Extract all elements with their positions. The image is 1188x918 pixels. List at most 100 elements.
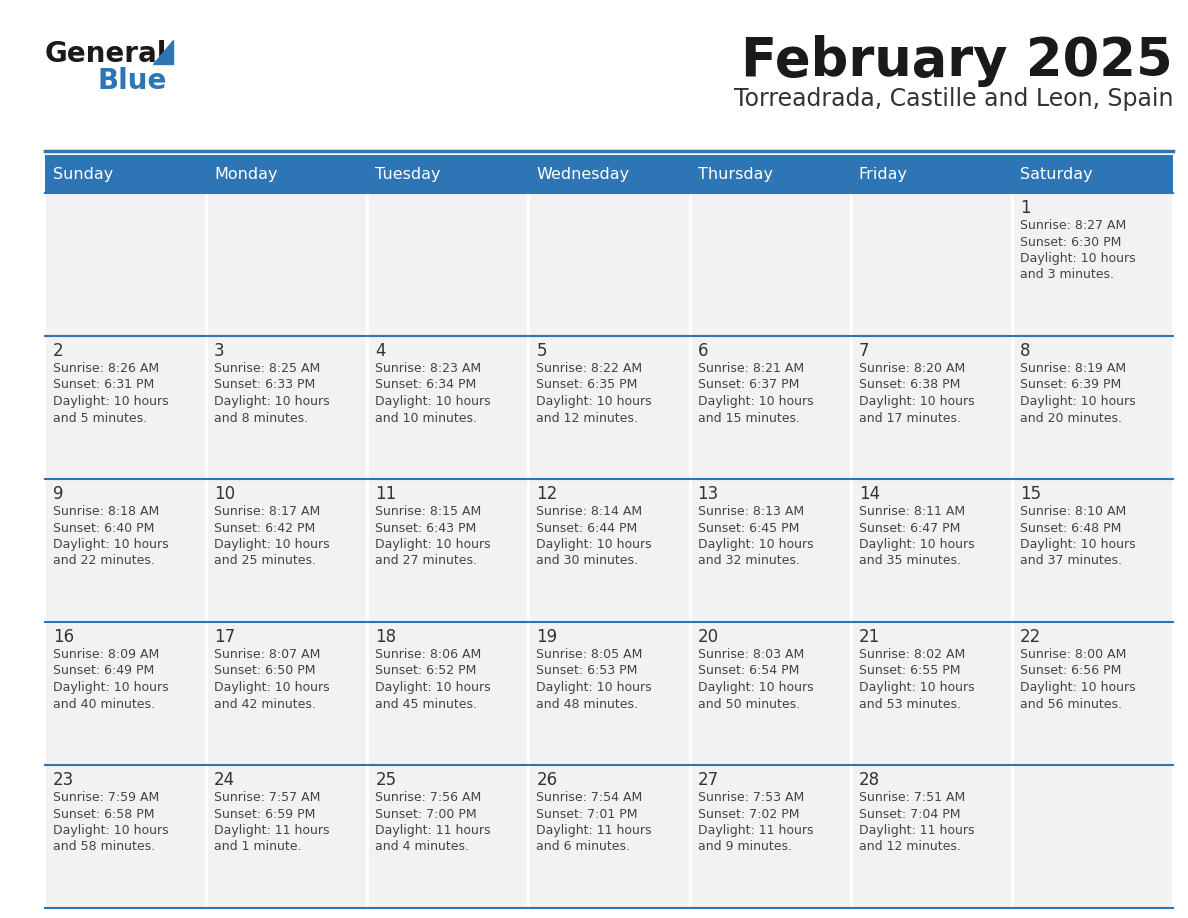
- Text: Sunset: 6:55 PM: Sunset: 6:55 PM: [859, 665, 960, 677]
- Text: and 12 minutes.: and 12 minutes.: [859, 841, 961, 854]
- Text: 12: 12: [537, 485, 557, 503]
- Text: Sunrise: 8:17 AM: Sunrise: 8:17 AM: [214, 505, 321, 518]
- Text: Sunset: 6:43 PM: Sunset: 6:43 PM: [375, 521, 476, 534]
- Text: Sunset: 6:45 PM: Sunset: 6:45 PM: [697, 521, 800, 534]
- Text: Daylight: 10 hours: Daylight: 10 hours: [1019, 681, 1136, 694]
- Bar: [690, 194, 849, 335]
- Text: 27: 27: [697, 771, 719, 789]
- Text: Sunrise: 7:54 AM: Sunrise: 7:54 AM: [537, 791, 643, 804]
- Text: and 42 minutes.: and 42 minutes.: [214, 698, 316, 711]
- Text: Daylight: 11 hours: Daylight: 11 hours: [537, 824, 652, 837]
- Text: Sunset: 7:04 PM: Sunset: 7:04 PM: [859, 808, 960, 821]
- Text: Sunset: 6:30 PM: Sunset: 6:30 PM: [1019, 236, 1121, 249]
- Text: Sunrise: 8:25 AM: Sunrise: 8:25 AM: [214, 362, 321, 375]
- Text: 2: 2: [53, 342, 64, 360]
- Text: 16: 16: [53, 628, 74, 646]
- Text: Sunrise: 8:19 AM: Sunrise: 8:19 AM: [1019, 362, 1126, 375]
- Bar: [368, 480, 527, 621]
- Text: 24: 24: [214, 771, 235, 789]
- Text: 9: 9: [53, 485, 63, 503]
- Bar: [368, 337, 527, 478]
- Text: Sunset: 6:31 PM: Sunset: 6:31 PM: [53, 378, 154, 391]
- Text: Sunrise: 7:57 AM: Sunrise: 7:57 AM: [214, 791, 321, 804]
- Text: Sunset: 6:53 PM: Sunset: 6:53 PM: [537, 665, 638, 677]
- Bar: [690, 337, 849, 478]
- Text: Friday: Friday: [859, 166, 908, 182]
- Text: Sunset: 6:59 PM: Sunset: 6:59 PM: [214, 808, 316, 821]
- Text: Sunday: Sunday: [53, 166, 113, 182]
- Text: Daylight: 10 hours: Daylight: 10 hours: [53, 681, 169, 694]
- Text: Daylight: 10 hours: Daylight: 10 hours: [537, 681, 652, 694]
- Text: Daylight: 10 hours: Daylight: 10 hours: [214, 395, 330, 408]
- Text: and 50 minutes.: and 50 minutes.: [697, 698, 800, 711]
- Text: 15: 15: [1019, 485, 1041, 503]
- Bar: [851, 155, 1012, 193]
- Text: Sunrise: 8:14 AM: Sunrise: 8:14 AM: [537, 505, 643, 518]
- Text: Sunrise: 8:02 AM: Sunrise: 8:02 AM: [859, 648, 965, 661]
- Bar: [530, 623, 689, 764]
- Text: 21: 21: [859, 628, 880, 646]
- Text: Sunset: 6:44 PM: Sunset: 6:44 PM: [537, 521, 638, 534]
- Bar: [207, 194, 366, 335]
- Text: Daylight: 10 hours: Daylight: 10 hours: [53, 538, 169, 551]
- Text: Sunset: 6:42 PM: Sunset: 6:42 PM: [214, 521, 315, 534]
- Text: Sunset: 6:54 PM: Sunset: 6:54 PM: [697, 665, 800, 677]
- Bar: [530, 194, 689, 335]
- Text: 13: 13: [697, 485, 719, 503]
- Text: 1: 1: [1019, 199, 1030, 217]
- Text: and 20 minutes.: and 20 minutes.: [1019, 411, 1121, 424]
- Text: Daylight: 10 hours: Daylight: 10 hours: [1019, 252, 1136, 265]
- Text: 4: 4: [375, 342, 386, 360]
- Bar: [690, 623, 849, 764]
- Text: and 48 minutes.: and 48 minutes.: [537, 698, 638, 711]
- Text: 20: 20: [697, 628, 719, 646]
- Text: 11: 11: [375, 485, 397, 503]
- Text: and 4 minutes.: and 4 minutes.: [375, 841, 469, 854]
- Text: Daylight: 11 hours: Daylight: 11 hours: [859, 824, 974, 837]
- Text: Sunset: 6:37 PM: Sunset: 6:37 PM: [697, 378, 800, 391]
- Text: and 9 minutes.: and 9 minutes.: [697, 841, 791, 854]
- Bar: [690, 766, 849, 907]
- Bar: [45, 155, 207, 193]
- Bar: [207, 480, 366, 621]
- Polygon shape: [153, 40, 173, 64]
- Text: Daylight: 10 hours: Daylight: 10 hours: [697, 538, 814, 551]
- Text: and 35 minutes.: and 35 minutes.: [859, 554, 961, 567]
- Text: and 15 minutes.: and 15 minutes.: [697, 411, 800, 424]
- Text: and 17 minutes.: and 17 minutes.: [859, 411, 961, 424]
- Text: Sunrise: 7:51 AM: Sunrise: 7:51 AM: [859, 791, 965, 804]
- Bar: [46, 766, 206, 907]
- Text: 19: 19: [537, 628, 557, 646]
- Text: Sunset: 7:02 PM: Sunset: 7:02 PM: [697, 808, 800, 821]
- Text: Sunset: 6:58 PM: Sunset: 6:58 PM: [53, 808, 154, 821]
- Text: and 30 minutes.: and 30 minutes.: [537, 554, 638, 567]
- Text: and 3 minutes.: and 3 minutes.: [1019, 268, 1114, 282]
- Bar: [530, 337, 689, 478]
- Text: Thursday: Thursday: [697, 166, 772, 182]
- Text: Sunrise: 8:03 AM: Sunrise: 8:03 AM: [697, 648, 804, 661]
- Text: Sunset: 6:47 PM: Sunset: 6:47 PM: [859, 521, 960, 534]
- Text: Daylight: 10 hours: Daylight: 10 hours: [1019, 538, 1136, 551]
- Text: 25: 25: [375, 771, 397, 789]
- Bar: [46, 194, 206, 335]
- Text: and 25 minutes.: and 25 minutes.: [214, 554, 316, 567]
- Text: Sunrise: 8:11 AM: Sunrise: 8:11 AM: [859, 505, 965, 518]
- Bar: [1013, 480, 1173, 621]
- Text: Sunrise: 8:13 AM: Sunrise: 8:13 AM: [697, 505, 804, 518]
- Text: Daylight: 10 hours: Daylight: 10 hours: [537, 538, 652, 551]
- Text: Sunrise: 8:05 AM: Sunrise: 8:05 AM: [537, 648, 643, 661]
- Text: 3: 3: [214, 342, 225, 360]
- Text: Sunrise: 8:20 AM: Sunrise: 8:20 AM: [859, 362, 965, 375]
- Text: Sunrise: 8:10 AM: Sunrise: 8:10 AM: [1019, 505, 1126, 518]
- Text: Sunrise: 8:07 AM: Sunrise: 8:07 AM: [214, 648, 321, 661]
- Text: Daylight: 10 hours: Daylight: 10 hours: [375, 681, 491, 694]
- Text: 17: 17: [214, 628, 235, 646]
- Text: Tuesday: Tuesday: [375, 166, 441, 182]
- Text: Sunrise: 7:56 AM: Sunrise: 7:56 AM: [375, 791, 481, 804]
- Text: General: General: [45, 40, 168, 68]
- Bar: [207, 623, 366, 764]
- Text: Daylight: 10 hours: Daylight: 10 hours: [214, 681, 330, 694]
- Text: Sunset: 6:56 PM: Sunset: 6:56 PM: [1019, 665, 1121, 677]
- Bar: [46, 480, 206, 621]
- Bar: [368, 623, 527, 764]
